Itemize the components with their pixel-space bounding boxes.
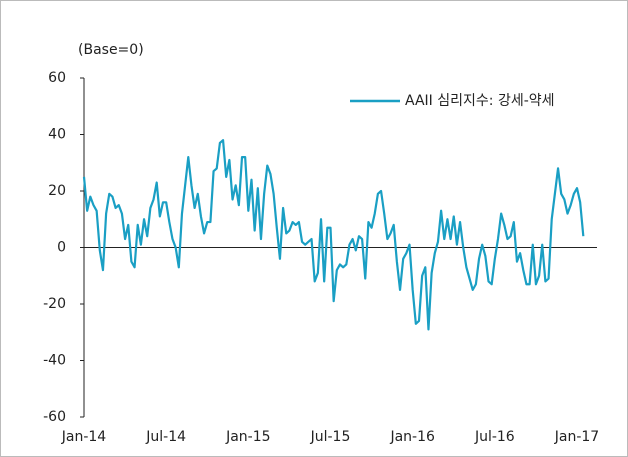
y-tick-label: 20 <box>48 183 66 199</box>
y-tick-label: -60 <box>43 409 66 425</box>
y-tick-label: 40 <box>48 127 66 143</box>
x-tick-label: Jul-15 <box>310 429 351 445</box>
y-tick-label: 0 <box>57 240 66 256</box>
x-tick-label: Jan-14 <box>61 429 107 445</box>
unit-label: (Base=0) <box>78 42 144 58</box>
y-tick-label: -40 <box>43 353 66 369</box>
y-tick-label: -20 <box>43 296 66 312</box>
x-tick-label: Jul-16 <box>474 429 515 445</box>
y-tick-label: 60 <box>48 70 66 86</box>
x-tick-label: Jan-16 <box>389 429 435 445</box>
legend-label: AAII 심리지수: 강세-약세 <box>405 93 555 109</box>
x-tick-label: Jan-17 <box>554 429 599 445</box>
x-tick-label: Jul-14 <box>145 429 186 445</box>
series-line <box>82 139 585 331</box>
x-tick-label: Jan-15 <box>225 429 270 445</box>
